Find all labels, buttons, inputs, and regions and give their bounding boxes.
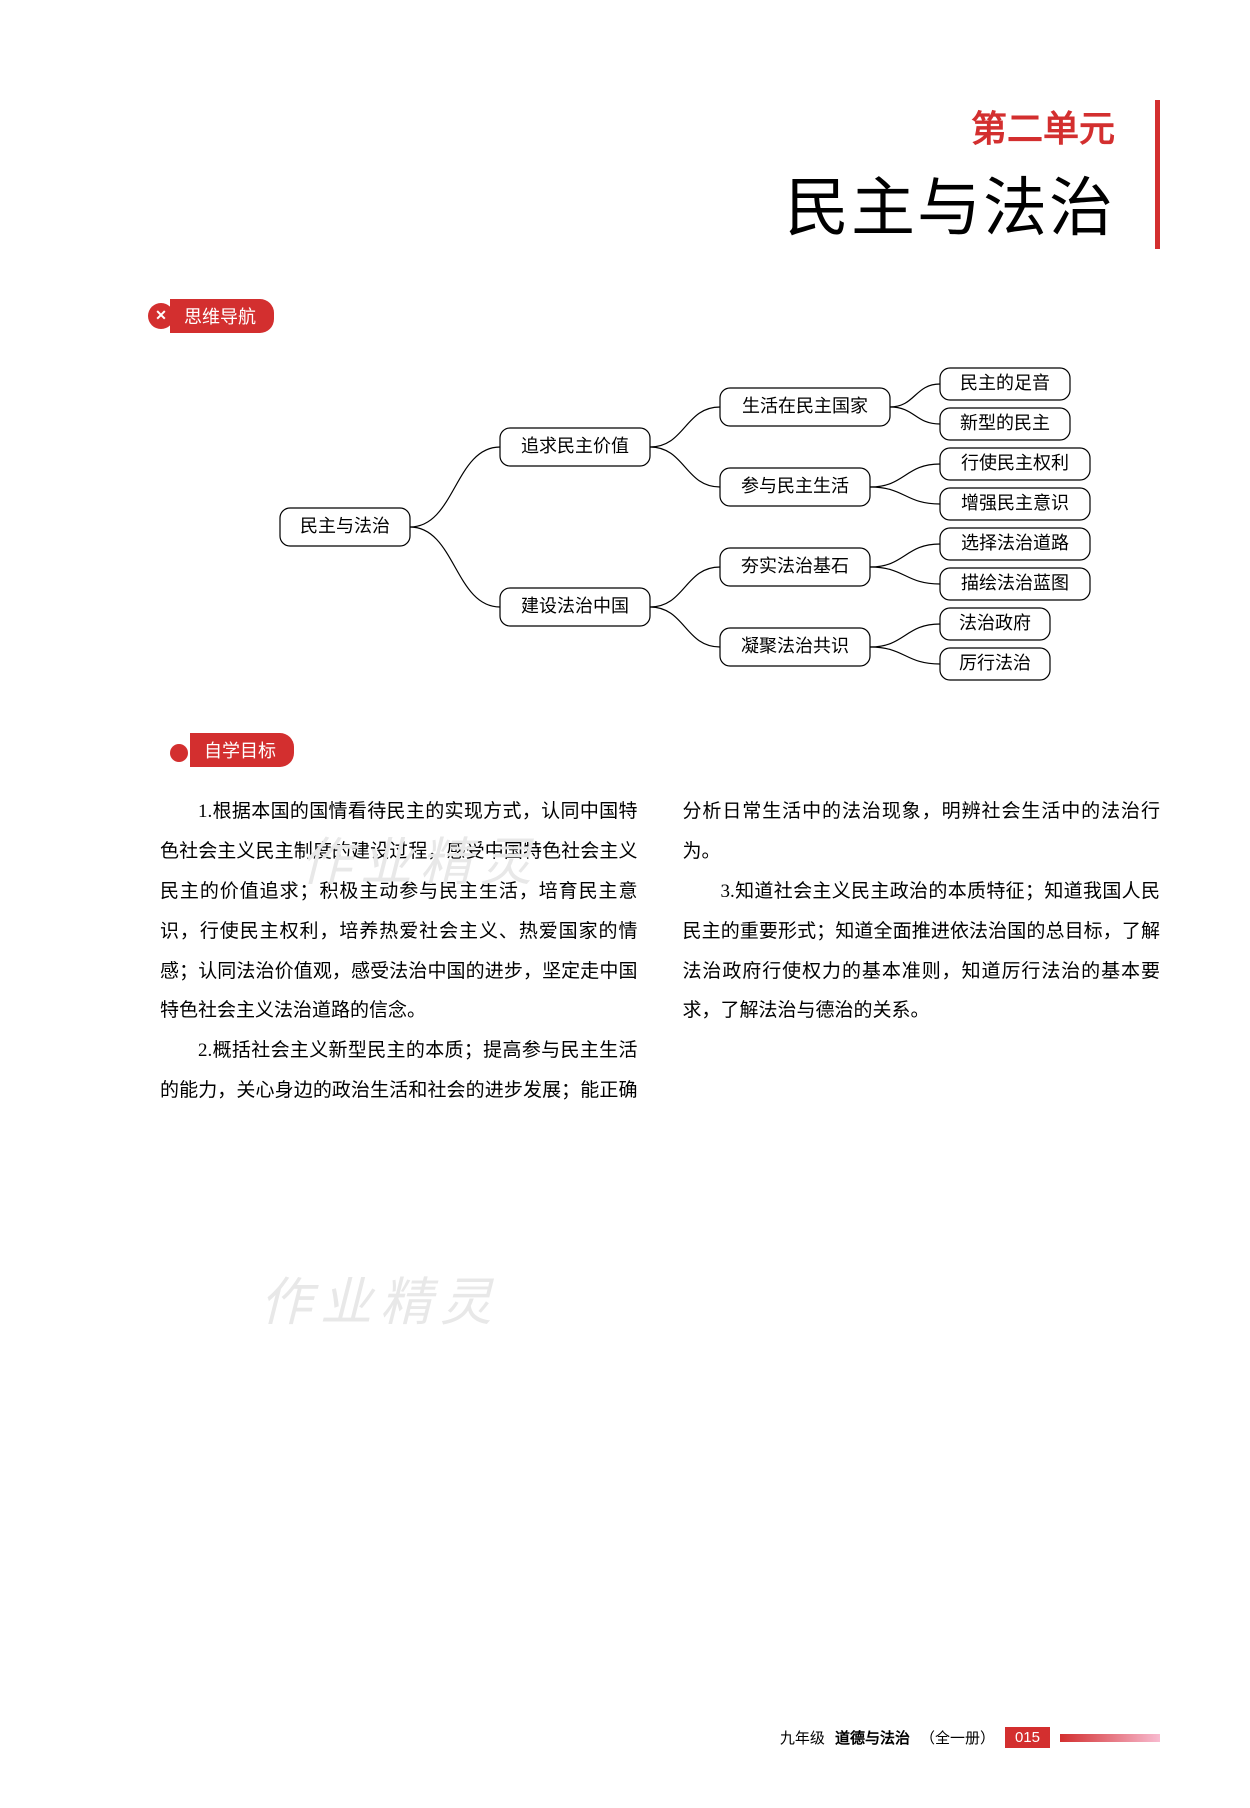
page-footer: 九年级 道德与法治 （全一册） 015	[780, 1727, 1160, 1748]
mindmap-node-label: 选择法治道路	[961, 533, 1069, 553]
goals-paragraph: 3.知道社会主义民主政治的本质特征；知道我国人民民主的重要形式；知道全面推进依法…	[683, 872, 1161, 1032]
mindmap-node-label: 民主与法治	[300, 516, 390, 536]
mindmap-node-label: 增强民主意识	[961, 493, 1069, 513]
mindmap-connector	[650, 407, 720, 447]
mindmap-connector	[870, 464, 940, 487]
footer-bar	[1060, 1734, 1160, 1742]
mindmap-badge: 思维导航	[170, 299, 274, 333]
mindmap-connector	[650, 607, 720, 647]
mindmap-node-label: 凝聚法治共识	[741, 636, 849, 656]
footer-grade: 九年级	[780, 1727, 825, 1748]
mindmap-section: ✕ 思维导航 民主与法治追求民主价值建设法治中国生活在民主国家参与民主生活夯实法…	[160, 299, 1160, 693]
mindmap-connector	[650, 447, 720, 487]
footer-volume: （全一册）	[920, 1727, 995, 1748]
mindmap-node-label: 夯实法治基石	[741, 556, 849, 576]
mindmap-node-label: 厉行法治	[959, 653, 1031, 673]
mindmap-node-label: 建设法治中国	[521, 596, 629, 616]
mindmap-connector	[650, 567, 720, 607]
mindmap-node-label: 新型的民主	[960, 413, 1050, 433]
mindmap-connector	[870, 567, 940, 584]
mindmap-node-label: 民主的足音	[960, 373, 1050, 393]
goals-content: 1.根据本国的国情看待民主的实现方式，认同中国特色社会主义民主制度的建设过程，感…	[160, 792, 1160, 1111]
unit-header: 第二单元 民主与法治	[130, 100, 1160, 249]
mindmap-connector	[870, 544, 940, 567]
unit-title: 民主与法治	[130, 157, 1115, 249]
mindmap-connector	[410, 527, 500, 607]
page-number: 015	[1005, 1727, 1050, 1748]
watermark: 作业精灵	[260, 1260, 500, 1335]
page-container: 第二单元 民主与法治 ✕ 思维导航 民主与法治追求民主价值建设法治中国生活在民主…	[0, 0, 1250, 1808]
mindmap-connector	[870, 647, 940, 664]
unit-label: 第二单元	[130, 100, 1115, 152]
goals-badge-circle	[170, 744, 188, 762]
mindmap-connector	[410, 447, 500, 527]
mindmap-connector	[890, 384, 940, 407]
goals-paragraph: 1.根据本国的国情看待民主的实现方式，认同中国特色社会主义民主制度的建设过程，感…	[160, 792, 638, 1031]
mindmap-diagram: 民主与法治 追求民主价值建设法治中国 生活在民主国家参与民主生活夯实法治基石凝聚法治…	[220, 348, 1120, 688]
mindmap-node-label: 生活在民主国家	[742, 396, 868, 416]
mindmap-node-label: 描绘法治蓝图	[961, 573, 1069, 593]
mindmap-node-label: 参与民主生活	[741, 476, 849, 496]
goals-badge: 自学目标	[190, 733, 294, 767]
mindmap-node-label: 法治政府	[959, 613, 1031, 633]
mindmap-connector	[870, 487, 940, 504]
mindmap-connector	[890, 407, 940, 424]
mindmap-node-label: 追求民主价值	[521, 436, 629, 456]
goals-section: 自学目标 1.根据本国的国情看待民主的实现方式，认同中国特色社会主义民主制度的建…	[160, 733, 1160, 1111]
footer-subject: 道德与法治	[835, 1727, 910, 1748]
mindmap-node-label: 行使民主权利	[961, 453, 1069, 473]
mindmap-connector	[870, 624, 940, 647]
